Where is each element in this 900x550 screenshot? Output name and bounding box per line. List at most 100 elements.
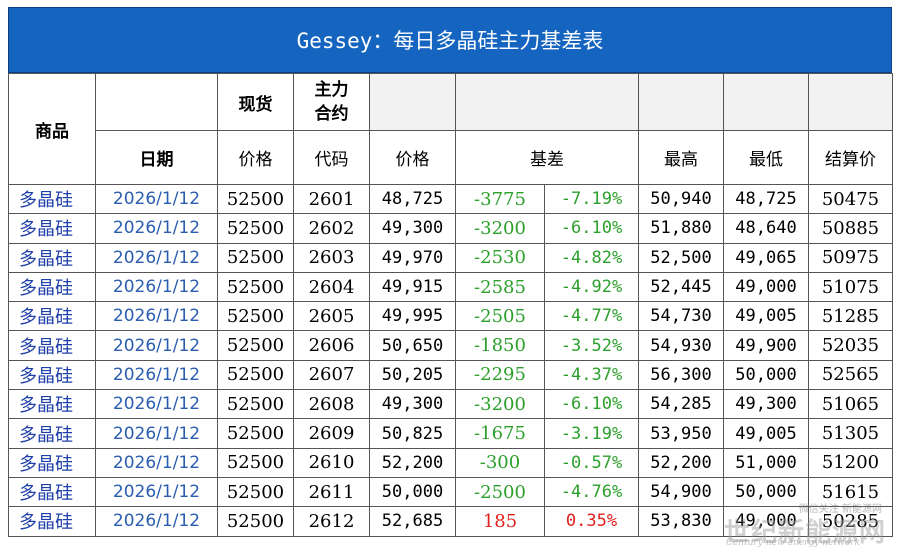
cell-basis: -3200 [455,213,545,244]
cell-high: 54,285 [638,389,724,420]
cell-low: 49,005 [723,418,809,449]
cell-basis: -2505 [455,301,545,332]
cell-product: 多晶硅 [8,359,96,391]
cell-basis-pct: -7.19% [544,183,639,215]
table-row: 多晶硅 2026/1/12 52500 2610 52,200 -300 -0.57% 52,… [8,447,893,478]
table-title: Gessey：每日多晶硅主力基差表 [8,7,892,73]
table-row: 多晶硅 2026/1/12 52500 2603 49,970 -2530 -4.82% 52… [8,242,893,273]
table-row: 多晶硅 2026/1/12 52500 2611 50,000 -2500 -4.76% 54… [8,476,893,508]
header-empty-low-top [723,73,809,131]
cell-date: 2026/1/12 [95,183,218,215]
cell-date: 2026/1/12 [95,330,218,361]
cell-code: 2605 [293,301,370,332]
cell-code: 2604 [293,271,370,303]
cell-date: 2026/1/12 [95,418,218,449]
cell-date: 2026/1/12 [95,476,218,508]
cell-product: 多晶硅 [8,330,96,361]
cell-spot-price: 52500 [217,389,294,420]
cell-high: 54,730 [638,301,724,332]
cell-low: 49,005 [723,301,809,332]
cell-low: 48,725 [723,183,809,215]
cell-product: 多晶硅 [8,389,96,420]
table-row: 多晶硅 2026/1/12 52500 2605 49,995 -2505 -4.77% 54… [8,301,893,332]
cell-low: 50,000 [723,476,809,508]
cell-futures-price: 50,000 [369,476,456,508]
cell-date: 2026/1/12 [95,359,218,391]
cell-futures-price: 49,915 [369,271,456,303]
cell-low: 49,000 [723,506,809,537]
cell-code: 2610 [293,447,370,478]
cell-settle: 52035 [808,330,893,361]
cell-settle: 50285 [808,506,893,537]
cell-product: 多晶硅 [8,242,96,273]
cell-code: 2606 [293,330,370,361]
cell-product: 多晶硅 [8,213,96,244]
table-row: 多晶硅 2026/1/12 52500 2602 49,300 -3200 -6.10% 51… [8,213,893,244]
cell-basis: -2295 [455,359,545,391]
cell-basis: -3200 [455,389,545,420]
cell-basis: -2585 [455,271,545,303]
cell-settle: 51200 [808,447,893,478]
cell-code: 2608 [293,389,370,420]
cell-basis-pct: -6.10% [544,389,639,420]
header-product: 商品 [8,73,96,185]
cell-settle: 52565 [808,359,893,391]
header-empty-date-top [95,73,218,131]
cell-settle: 51305 [808,418,893,449]
cell-basis-pct: -3.52% [544,330,639,361]
header-empty-basis-top [455,73,639,131]
cell-basis-pct: -3.19% [544,418,639,449]
cell-basis: -2500 [455,476,545,508]
cell-spot-price: 52500 [217,418,294,449]
header-date: 日期 [95,130,218,185]
basis-table-frame: Gessey：每日多晶硅主力基差表 商品 现货 主力 合约 日期 [8,7,893,537]
cell-settle: 50885 [808,213,893,244]
cell-low: 49,000 [723,271,809,303]
header-spot-price: 价格 [217,130,294,185]
cell-code: 2611 [293,476,370,508]
cell-futures-price: 49,300 [369,213,456,244]
table-row: 多晶硅 2026/1/12 52500 2604 49,915 -2585 -4.92% 52… [8,271,893,303]
table-body: 多晶硅 2026/1/12 52500 2601 48,725 -3775 -7.19% 50… [8,183,893,537]
cell-basis-pct: -4.76% [544,476,639,508]
table-row: 多晶硅 2026/1/12 52500 2609 50,825 -1675 -3.19% 53… [8,418,893,449]
cell-basis-pct: -0.57% [544,447,639,478]
header-high: 最高 [638,130,724,185]
cell-high: 51,880 [638,213,724,244]
cell-futures-price: 50,825 [369,418,456,449]
header-spot: 现货 [217,73,294,131]
cell-high: 52,500 [638,242,724,273]
header-empty-high-top [638,73,724,131]
cell-settle: 50475 [808,183,893,215]
cell-date: 2026/1/12 [95,242,218,273]
cell-high: 56,300 [638,359,724,391]
cell-futures-price: 48,725 [369,183,456,215]
cell-spot-price: 52500 [217,330,294,361]
cell-futures-price: 49,970 [369,242,456,273]
cell-product: 多晶硅 [8,447,96,478]
cell-basis-pct: -6.10% [544,213,639,244]
cell-basis-pct: 0.35% [544,506,639,537]
cell-low: 51,000 [723,447,809,478]
table-row: 多晶硅 2026/1/12 52500 2606 50,650 -1850 -3.52% 54… [8,330,893,361]
cell-code: 2612 [293,506,370,537]
cell-date: 2026/1/12 [95,447,218,478]
cell-code: 2607 [293,359,370,391]
cell-futures-price: 49,300 [369,389,456,420]
cell-date: 2026/1/12 [95,213,218,244]
header-main-contract-line2: 合约 [314,104,349,124]
cell-futures-price: 52,200 [369,447,456,478]
header-main-contract-line1: 主力 [314,80,349,100]
cell-basis: -3775 [455,183,545,215]
cell-date: 2026/1/12 [95,389,218,420]
cell-product: 多晶硅 [8,183,96,215]
cell-product: 多晶硅 [8,271,96,303]
cell-settle: 51075 [808,271,893,303]
cell-high: 53,830 [638,506,724,537]
cell-basis: -1675 [455,418,545,449]
cell-low: 49,900 [723,330,809,361]
cell-high: 52,445 [638,271,724,303]
header-settle: 结算价 [808,130,893,185]
cell-basis: -300 [455,447,545,478]
cell-futures-price: 52,685 [369,506,456,537]
